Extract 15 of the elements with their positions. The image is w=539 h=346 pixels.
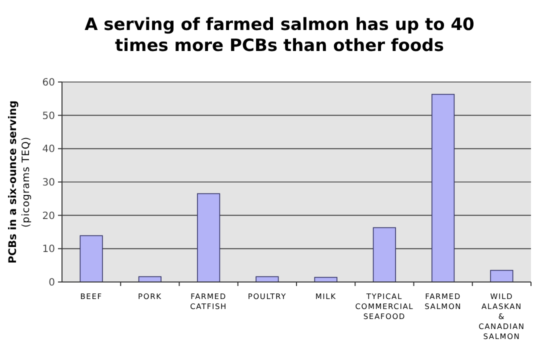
y-tick-label: 10 [42,244,55,256]
y-tick-label: 30 [42,178,55,188]
bar [372,227,396,282]
y-tick-label: 40 [42,144,55,156]
y-tick-label: 20 [42,210,55,222]
chart-title: A serving of farmed salmon has up to 40 times more PCBs than other foods [84,15,475,56]
y-tick-label: 50 [42,110,55,122]
bar [432,94,455,282]
bar [197,193,220,282]
y-tick-label: 0 [48,278,55,288]
text: (picograms TEQ) [21,136,32,228]
bar [80,235,103,282]
y-axis-title: PCBs in a six-ounce serving [7,100,19,264]
y-tick-label: 60 [42,78,55,88]
bar [490,270,514,282]
